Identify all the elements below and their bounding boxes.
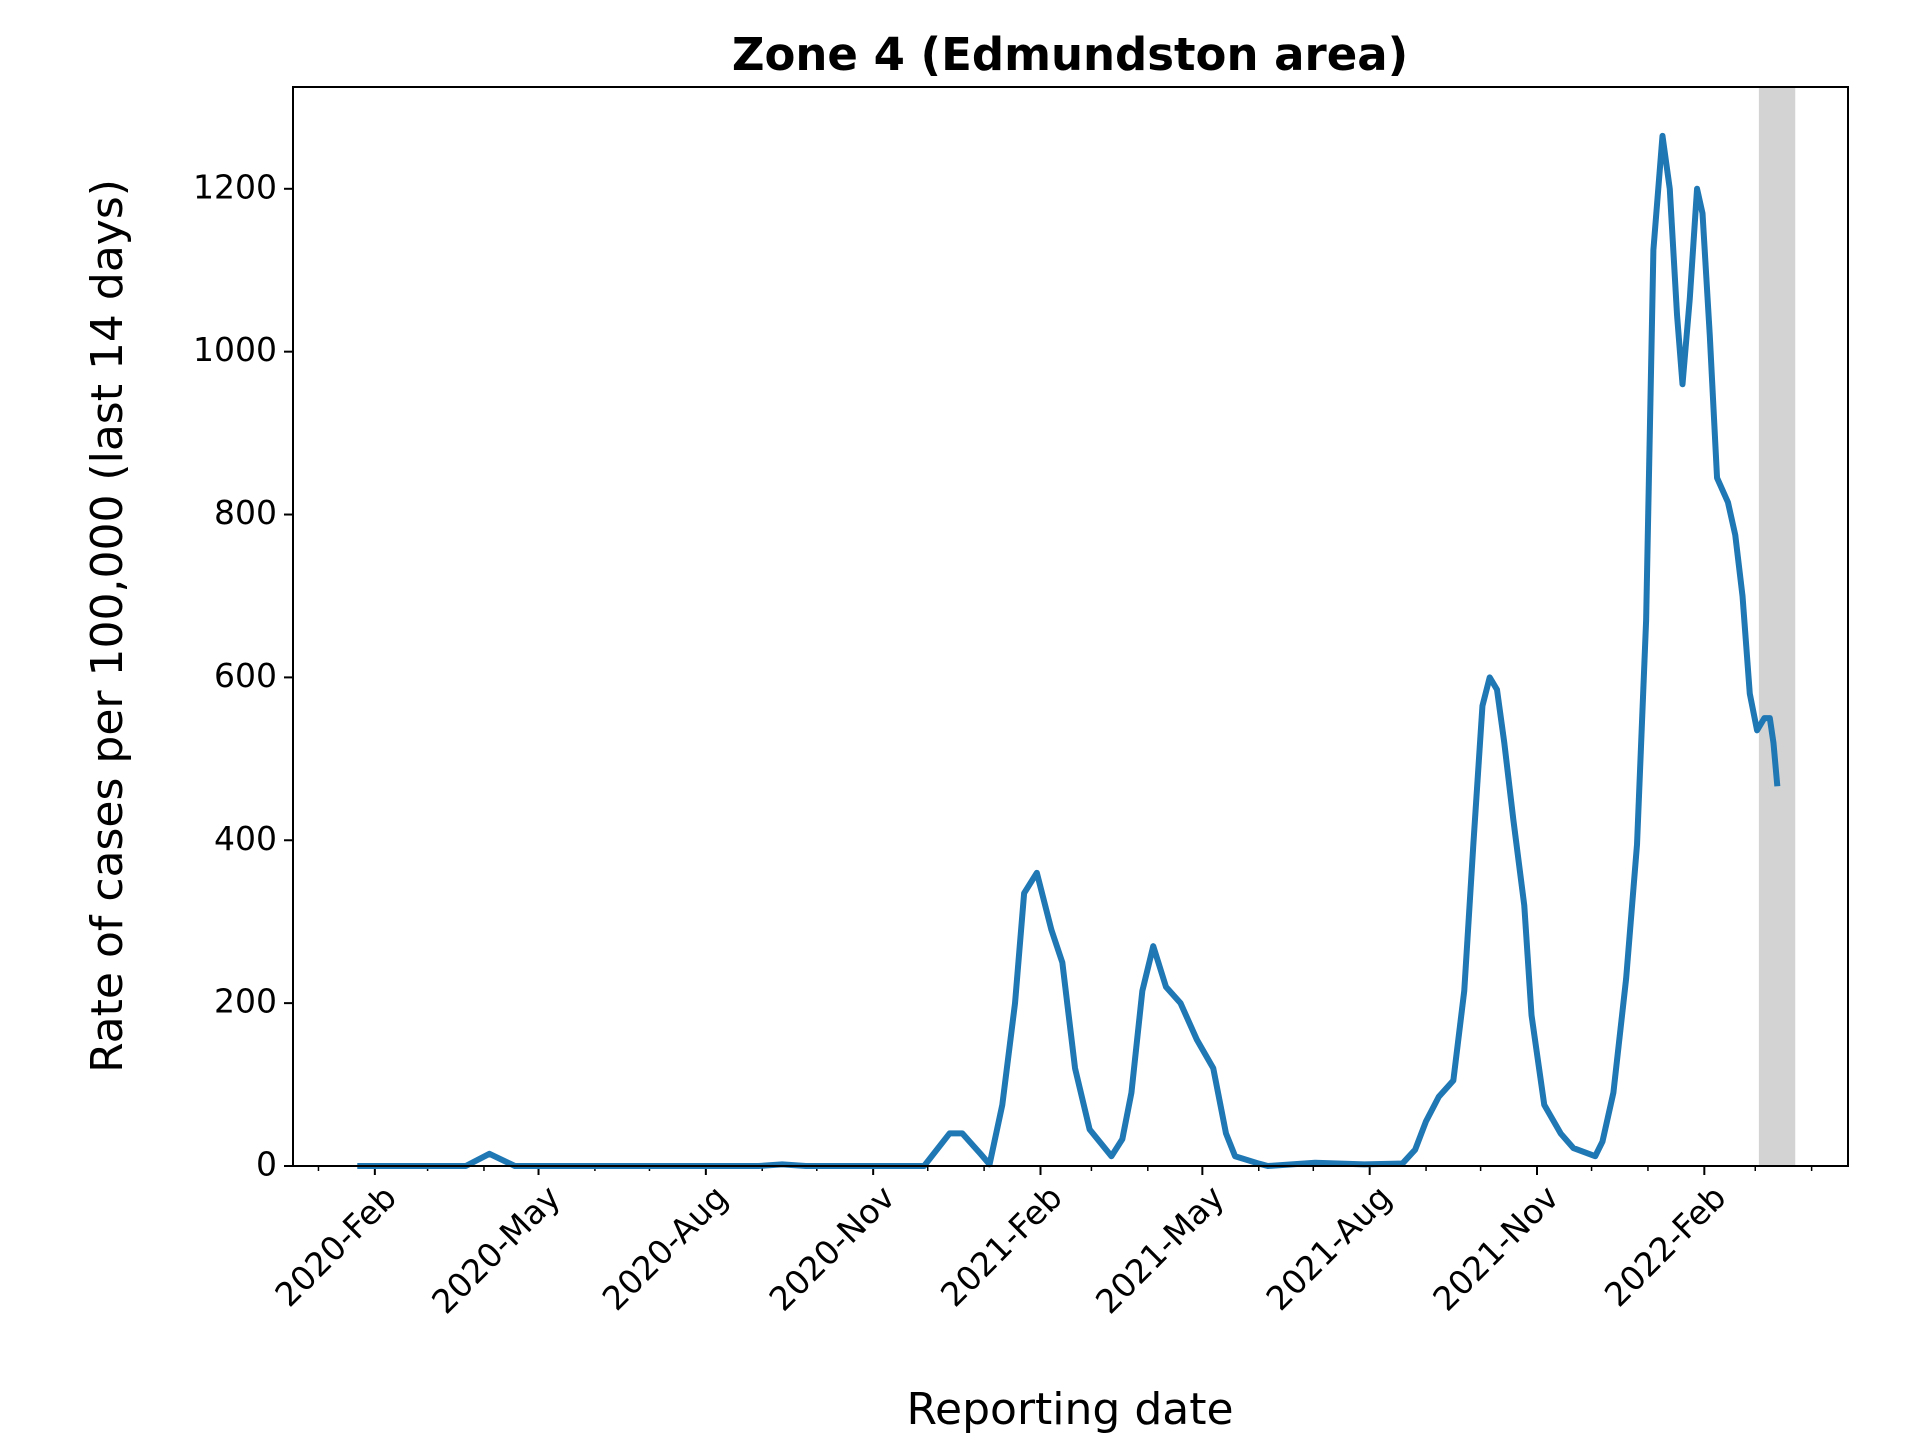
x-tick-label: 2022-Feb	[1597, 1178, 1734, 1315]
y-axis-label: Rate of cases per 100,000 (last 14 days)	[82, 179, 133, 1073]
x-tick-label: 2020-Feb	[267, 1178, 404, 1315]
y-tick-label: 800	[214, 493, 277, 532]
y-tick-label: 600	[214, 656, 277, 695]
y-tick-label: 0	[256, 1145, 277, 1184]
x-tick-label: 2020-Aug	[595, 1178, 735, 1318]
x-axis-label: Reporting date	[906, 1384, 1233, 1435]
x-tick-label: 2021-Nov	[1425, 1178, 1566, 1319]
y-tick-label: 200	[214, 982, 277, 1021]
shaded-span	[1758, 87, 1796, 1166]
x-tick-label: 2021-May	[1088, 1178, 1232, 1322]
y-tick-label: 400	[214, 819, 277, 858]
data-line	[357, 132, 1781, 1169]
chart-title: Zone 4 (Edmundston area)	[732, 28, 1408, 81]
plot-frame	[292, 86, 1849, 1167]
x-tick-label: 2021-Aug	[1258, 1178, 1398, 1318]
y-tick-label: 1200	[193, 167, 277, 206]
y-tick-label: 1000	[193, 330, 277, 369]
x-tick-label: 2021-Feb	[933, 1178, 1070, 1315]
x-tick-label: 2020-May	[424, 1178, 568, 1322]
x-tick-label: 2020-Nov	[761, 1178, 902, 1319]
